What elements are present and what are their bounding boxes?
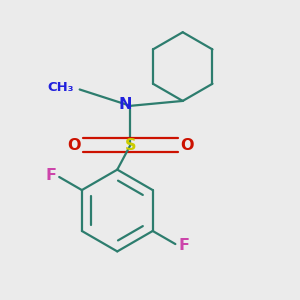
Text: F: F — [46, 168, 56, 183]
Text: N: N — [119, 97, 132, 112]
Text: O: O — [180, 138, 194, 153]
Text: CH₃: CH₃ — [47, 81, 74, 94]
Text: S: S — [124, 138, 136, 153]
Text: F: F — [178, 238, 189, 253]
Text: O: O — [67, 138, 80, 153]
